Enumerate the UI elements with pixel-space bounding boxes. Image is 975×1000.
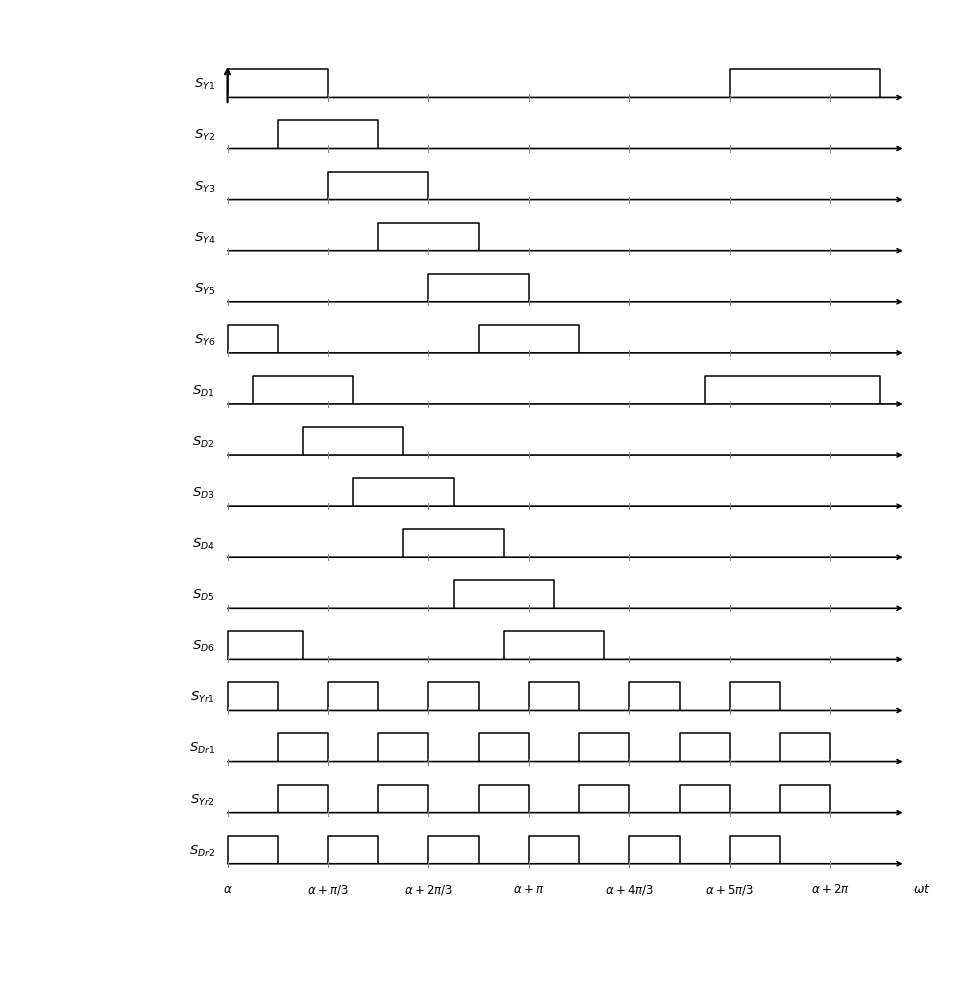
Text: $S_{Y5}$: $S_{Y5}$ — [194, 282, 214, 297]
Text: $S_{D4}$: $S_{D4}$ — [192, 537, 214, 552]
Text: $S_{D5}$: $S_{D5}$ — [192, 588, 214, 603]
Text: $S_{D2}$: $S_{D2}$ — [192, 435, 214, 450]
Text: $S_{Y4}$: $S_{Y4}$ — [193, 231, 214, 246]
Text: $S_{Y2}$: $S_{Y2}$ — [194, 128, 214, 143]
Text: $\alpha$: $\alpha$ — [222, 883, 232, 896]
Text: $S_{D1}$: $S_{D1}$ — [192, 384, 214, 399]
Text: $\alpha+\pi/3$: $\alpha+\pi/3$ — [307, 883, 349, 897]
Text: $S_{Dr2}$: $S_{Dr2}$ — [189, 844, 214, 859]
Text: $S_{Yr1}$: $S_{Yr1}$ — [190, 690, 214, 705]
Text: $S_{Dr1}$: $S_{Dr1}$ — [188, 741, 214, 756]
Text: $\alpha+2\pi$: $\alpha+2\pi$ — [811, 883, 849, 896]
Text: $\alpha+2\pi/3$: $\alpha+2\pi/3$ — [404, 883, 453, 897]
Text: $S_{D6}$: $S_{D6}$ — [192, 639, 214, 654]
Text: $S_{Y1}$: $S_{Y1}$ — [194, 77, 214, 92]
Text: $S_{Yr2}$: $S_{Yr2}$ — [190, 792, 214, 808]
Text: $\alpha+\pi$: $\alpha+\pi$ — [513, 883, 545, 896]
Text: $S_{Y6}$: $S_{Y6}$ — [194, 333, 214, 348]
Text: $S_{D3}$: $S_{D3}$ — [192, 486, 214, 501]
Text: $\alpha+5\pi/3$: $\alpha+5\pi/3$ — [705, 883, 755, 897]
Text: $\omega t$: $\omega t$ — [914, 883, 931, 896]
Text: $\alpha+4\pi/3$: $\alpha+4\pi/3$ — [604, 883, 654, 897]
Text: $S_{Y3}$: $S_{Y3}$ — [194, 179, 214, 195]
